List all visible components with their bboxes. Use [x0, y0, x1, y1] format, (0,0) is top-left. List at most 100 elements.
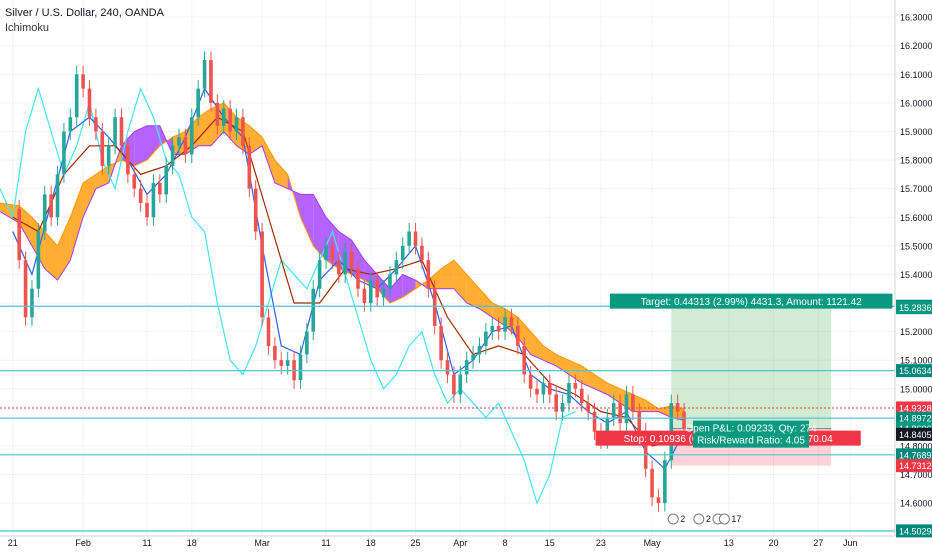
cloud-segment — [479, 288, 493, 318]
price-tick-label: 15.60000 — [900, 213, 932, 223]
candle-body — [426, 260, 431, 289]
candle-body — [36, 231, 41, 289]
event-count: 17 — [731, 514, 741, 524]
event-count: 2 — [706, 514, 711, 524]
price-label-text: 14.93289 — [899, 403, 932, 413]
time-tick-label: 11 — [321, 538, 330, 548]
cloud-segment — [645, 400, 659, 412]
event-marker: 2 — [693, 513, 711, 525]
price-label-bg — [896, 364, 932, 378]
cloud-segment — [19, 205, 32, 246]
candle-body — [221, 108, 226, 126]
price-tick-label: 15.80000 — [900, 156, 932, 166]
price-label-bg — [896, 401, 932, 415]
candle-body — [23, 260, 28, 318]
candle-body — [663, 460, 667, 504]
candle-body — [94, 117, 98, 132]
candle-body — [311, 288, 316, 332]
candle-body — [343, 251, 348, 275]
candles — [17, 51, 686, 512]
event-markers[interactable]: 22617 — [667, 513, 741, 525]
ichimoku-cloud — [0, 102, 685, 421]
price-label-text: 14.73120 — [899, 461, 932, 471]
candle-body — [151, 182, 156, 218]
candle-body — [611, 403, 616, 418]
candle-body — [579, 388, 584, 404]
time-axis-bg — [0, 536, 895, 550]
candle-body — [643, 431, 648, 469]
time-tick-label: Jun — [843, 538, 858, 548]
time-tick-label: 13 — [724, 538, 734, 548]
candle-body — [592, 411, 597, 432]
candle-body — [439, 325, 443, 361]
candle-body — [586, 403, 590, 412]
candle-body — [650, 468, 654, 498]
cloud-segment — [389, 274, 403, 304]
price-label-bg — [896, 301, 932, 315]
candle-body — [158, 182, 162, 195]
candle-body — [196, 88, 200, 118]
target-zone — [671, 307, 832, 429]
candle-body — [516, 325, 520, 346]
time-axis[interactable]: 21 Feb 11 18 Mar 11 18 25 Apr 8 15 23 May 13 20 27 Jun — [0, 535, 895, 550]
candle-body — [81, 74, 85, 89]
candle-body — [285, 360, 290, 366]
price-tick-label: 15.40000 — [900, 270, 932, 280]
candle-body — [202, 60, 207, 89]
candle-body — [356, 268, 360, 289]
cloud-segment — [568, 360, 582, 384]
candle-body — [618, 403, 622, 424]
candle-body — [407, 231, 411, 246]
price-label-text: 14.89720 — [899, 414, 932, 424]
cloud-segment — [402, 274, 416, 298]
candle-body — [471, 354, 475, 361]
chart-legend: Silver / U.S. Dollar, 240, OANDA Ichimok… — [5, 6, 164, 36]
time-tick-label: 15 — [545, 538, 555, 548]
candle-body — [420, 245, 424, 261]
candle-body — [215, 102, 220, 126]
candle-body — [522, 345, 527, 375]
cloud-segment — [274, 160, 288, 189]
candle-body — [464, 360, 469, 375]
cloud-segment — [543, 345, 557, 366]
price-label-text: 15.06346 — [899, 366, 932, 376]
risk-reward-text: Risk/Reward Ratio: 4.05 — [697, 436, 805, 447]
candle-body — [209, 60, 213, 103]
candle-body — [247, 145, 252, 189]
price-axis[interactable]: 16.30000 16.20000 16.10000 16.00000 15.90000… — [894, 0, 932, 550]
position-labels: Target: 0.44313 (2.99%) 4431.3, Amount: … — [595, 293, 893, 448]
candle-body — [126, 145, 130, 175]
candle-body — [62, 131, 66, 175]
candle-body — [535, 388, 539, 395]
open-pl-bg — [693, 420, 809, 448]
candle-body — [503, 317, 507, 332]
candle-body — [496, 325, 501, 332]
candle-body — [164, 165, 169, 195]
time-tick-label: 21 — [8, 538, 18, 548]
price-label: 14.84056 — [896, 427, 932, 441]
cloud-segment — [83, 174, 96, 218]
time-tick-label: 20 — [769, 538, 779, 548]
time-tick-label: May — [644, 538, 662, 548]
candle-body — [330, 245, 335, 261]
cloud-segment — [262, 137, 275, 183]
candle-body — [656, 497, 661, 504]
price-label: 14.89720 — [896, 411, 932, 425]
candle-body — [55, 174, 60, 218]
price-label-text: 15.28369 — [899, 303, 932, 313]
candle-body — [228, 108, 232, 132]
candle-body — [279, 360, 284, 366]
candle-body — [567, 383, 571, 404]
leading-span-b-line — [0, 125, 685, 421]
price-label-bg — [896, 411, 932, 425]
cloud-segment — [492, 303, 506, 326]
time-tick-label: 8 — [503, 538, 508, 548]
cloud-segment — [95, 165, 109, 189]
cloud-segment — [530, 331, 544, 361]
candle-body — [388, 274, 392, 289]
candle-body — [106, 145, 111, 166]
candle-body — [298, 354, 303, 381]
